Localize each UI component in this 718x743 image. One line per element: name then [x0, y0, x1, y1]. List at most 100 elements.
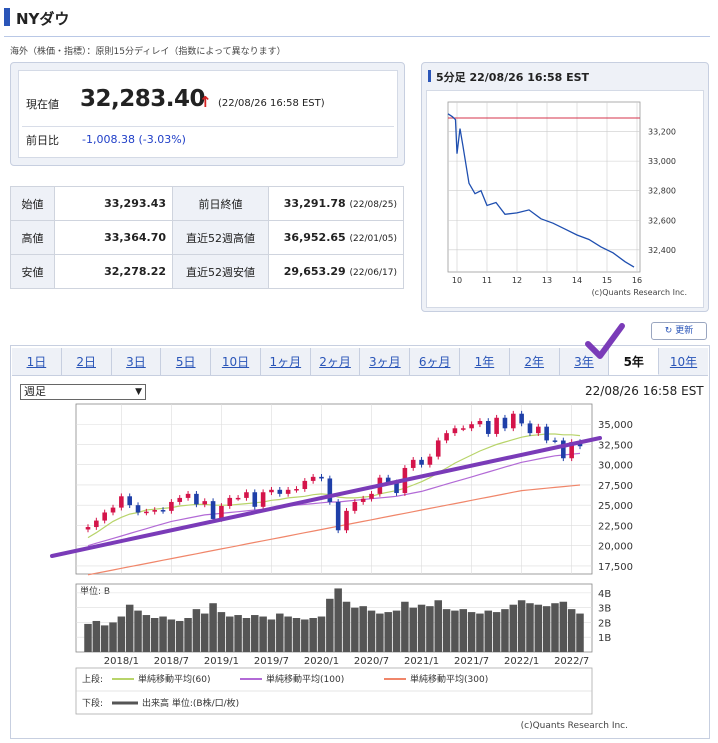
main-ytick-label: 17,500	[598, 562, 633, 573]
main-plot-area	[75, 403, 593, 575]
change-value: -1,008.38 (-3.03%)	[82, 133, 186, 146]
up-arrow-icon: ↑	[199, 93, 212, 111]
tab-4[interactable]: 10日	[211, 348, 261, 375]
main-xtick-label: 2020/7	[354, 656, 389, 667]
current-price-label: 現在値	[26, 98, 59, 111]
refresh-button[interactable]: ↻ 更新	[651, 322, 707, 340]
main-xtick-label: 2018/7	[154, 656, 189, 667]
tab-3[interactable]: 5日	[161, 348, 212, 375]
volume-bar	[284, 616, 292, 652]
candle-body	[460, 428, 466, 430]
candle-body	[169, 501, 174, 511]
tab-11[interactable]: 3年	[560, 348, 610, 375]
intraday-plot-area	[447, 101, 641, 273]
prev-close-value: 33,291.78	[283, 197, 346, 210]
candle-body	[335, 501, 341, 531]
volume-bar	[125, 604, 134, 652]
refresh-icon: ↻	[664, 326, 673, 336]
volume-bar	[192, 609, 201, 652]
volume-bar	[142, 615, 151, 652]
volume-bar	[517, 600, 526, 652]
candle-body	[327, 478, 333, 502]
legend-ma100-label: 単純移動平均(100)	[266, 673, 344, 685]
volume-bar	[542, 606, 551, 652]
volume-bar	[226, 616, 234, 652]
tab-5[interactable]: 1ヶ月	[261, 348, 311, 375]
tab-6[interactable]: 2ヶ月	[311, 348, 361, 375]
volume-bar	[242, 618, 251, 652]
candle-body	[394, 482, 399, 494]
volume-bar	[367, 610, 376, 652]
volume-bar	[84, 623, 92, 652]
main-xtick-label: 2022/1	[504, 656, 539, 667]
moving-average-line	[87, 484, 581, 576]
candle-body	[510, 413, 516, 429]
refresh-label: 更新	[675, 326, 694, 336]
tab-9[interactable]: 1年	[460, 348, 510, 375]
tab-13[interactable]: 10年	[669, 355, 698, 369]
candle-body	[502, 417, 508, 429]
volume-bar	[534, 604, 543, 652]
intraday-ytick-label: 32,800	[648, 187, 676, 196]
open-value: 33,293.43	[54, 186, 173, 221]
candle-body	[352, 501, 358, 511]
candle-body	[485, 421, 491, 434]
volume-bar	[426, 606, 434, 652]
candle-body	[369, 493, 374, 499]
candle-body	[285, 489, 291, 494]
candle-body	[410, 459, 416, 468]
candle-body	[319, 476, 324, 479]
volume-bar	[159, 616, 167, 652]
52w-high-label: 直近52週高値	[172, 220, 269, 255]
intraday-xtick-label: 13	[542, 276, 552, 285]
volume-bar	[184, 618, 192, 652]
volume-bar	[501, 609, 509, 652]
tab-12[interactable]: 5年	[609, 348, 660, 375]
candle-body	[152, 510, 158, 512]
candle-body	[385, 477, 391, 483]
candle-body	[427, 456, 433, 465]
volume-bar	[175, 620, 184, 652]
tab-2[interactable]: 3日	[112, 348, 162, 375]
intraday-xtick-label: 14	[572, 276, 582, 285]
intraday-ytick-label: 32,400	[648, 246, 676, 255]
volume-bar	[251, 615, 259, 652]
tab-7[interactable]: 3ヶ月	[360, 348, 411, 375]
period-select-value: 週足	[24, 385, 46, 398]
quotes-table: 始値 33,293.43 前日終値 33,291.78 (22/08/25) 高…	[10, 186, 404, 289]
volume-bar	[551, 603, 559, 652]
candle-body	[135, 505, 141, 513]
prev-close-date: (22/08/25)	[349, 200, 397, 210]
tab-8[interactable]: 6ヶ月	[410, 348, 461, 375]
intraday-ytick-label: 33,200	[648, 128, 676, 137]
chart-timestamp: 22/08/26 16:58 EST	[585, 384, 704, 398]
tab-0[interactable]: 1日	[12, 348, 62, 375]
current-price-card	[18, 70, 398, 158]
main-ytick-label: 35,000	[598, 420, 633, 431]
candle-body	[185, 493, 191, 498]
divider	[22, 126, 394, 127]
period-select[interactable]: 週足 ▼	[20, 384, 146, 400]
volume-bar	[376, 613, 384, 652]
volume-bar	[409, 607, 417, 652]
candle-body	[160, 510, 166, 512]
candle-body	[244, 492, 249, 498]
main-credit: (c)Quants Research Inc.	[521, 721, 628, 731]
intraday-xtick-label: 11	[482, 276, 492, 285]
candle-body	[194, 493, 199, 505]
candle-body	[144, 511, 149, 514]
volume-bar	[292, 618, 301, 652]
tab-10[interactable]: 2年	[510, 348, 560, 375]
table-row: 始値 33,293.43 前日終値 33,291.78 (22/08/25)	[10, 186, 404, 221]
chevron-down-icon: ▼	[135, 387, 142, 397]
volume-ytick-label: 3B	[598, 604, 611, 615]
volume-bar	[384, 612, 392, 652]
tab-1[interactable]: 2日	[62, 348, 112, 375]
candle-body	[85, 527, 91, 530]
candle-body	[519, 413, 524, 424]
52w-high-value: 36,952.65	[283, 231, 346, 244]
candle-body	[202, 501, 208, 505]
main-xtick-label: 2021/1	[404, 656, 439, 667]
volume-bar	[526, 603, 534, 652]
